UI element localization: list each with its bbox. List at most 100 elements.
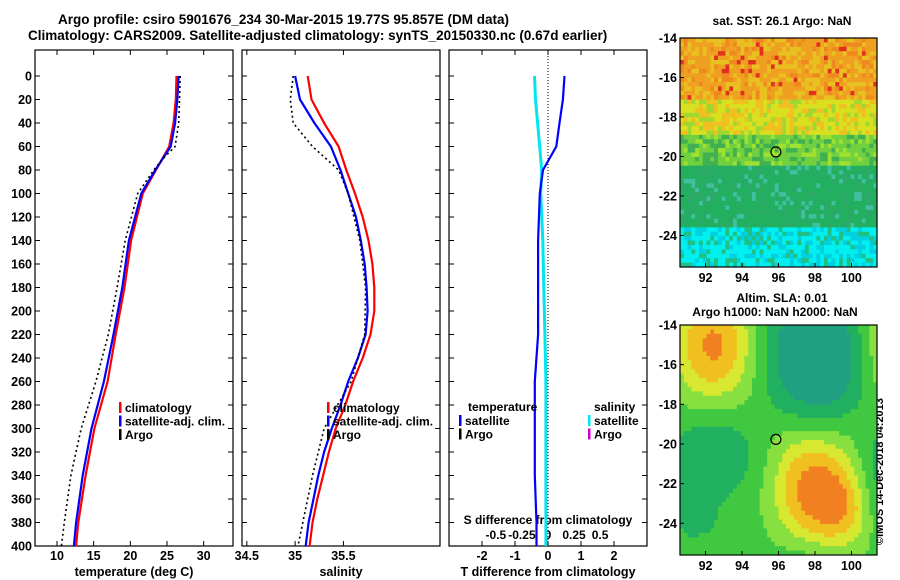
sla-map-cell: [744, 470, 749, 476]
sst-map-cell: [687, 77, 692, 83]
sla-map-cell: [733, 338, 738, 344]
sst-map-cell: [793, 253, 798, 259]
difference-salinity-legend-label: satellite: [594, 414, 639, 428]
salinity-panel-frame: [241, 49, 441, 547]
sla-map-cell: [858, 479, 863, 485]
sla-map-cell: [801, 479, 806, 485]
sla-map-cell: [782, 462, 787, 467]
sla-map-cell: [873, 347, 878, 352]
sst-map-cell: [759, 170, 764, 175]
sla-map-cell: [721, 444, 726, 450]
sst-map-cell: [680, 253, 685, 259]
sla-map-cell: [805, 347, 810, 352]
sst-map-cell: [865, 222, 870, 228]
sst-map-cell: [695, 42, 700, 48]
sst-map-cell: [789, 240, 795, 246]
sla-map-cell: [744, 355, 749, 361]
sla-map-cell: [702, 400, 707, 406]
sst-map-cell: [861, 227, 867, 233]
sla-map-cell: [748, 409, 753, 414]
sst-map-cell: [842, 231, 848, 237]
sla-map-cell: [744, 382, 749, 388]
sla-map-cell: [687, 453, 692, 459]
sst-map-cell: [842, 244, 848, 250]
sst-map-cell: [831, 130, 836, 136]
sst-map-cell: [854, 196, 859, 202]
sla-map-cell: [759, 431, 764, 436]
sst-map-cell: [683, 152, 688, 158]
sst-map-cell: [767, 183, 772, 189]
sla-map-cell: [816, 475, 821, 481]
sst-map-cell: [789, 126, 795, 131]
sst-map-cell: [801, 148, 806, 153]
sst-map-cell: [717, 187, 723, 193]
sla-map-cell: [706, 426, 711, 432]
sst-map-cell: [869, 148, 874, 153]
sst-map-cell: [767, 112, 772, 118]
sst-map-cell: [823, 187, 829, 193]
sst-map-cell: [691, 231, 696, 237]
sst-map-cell: [835, 183, 840, 189]
sst-map-cell: [797, 104, 802, 109]
sst-map-cell: [786, 209, 791, 215]
sst-map-cell: [850, 236, 855, 241]
sst-map-cell: [869, 82, 874, 87]
sla-map-cell: [759, 351, 764, 357]
sla-map-cell: [691, 470, 696, 476]
sst-map-cell: [748, 86, 753, 92]
sst-map-cell: [729, 227, 734, 233]
sst-map-cell: [865, 73, 870, 79]
sst-map-cell: [706, 46, 711, 52]
sst-map-cell: [861, 42, 867, 48]
sst-map-cell: [816, 200, 821, 206]
sst-map-cell: [748, 174, 753, 180]
sst-map-cell: [842, 130, 848, 136]
sst-map-cell: [854, 174, 859, 180]
difference-panel-frame: [448, 49, 648, 547]
sst-map-cell: [816, 117, 821, 123]
sst-map-cell: [774, 104, 779, 109]
sst-map-cell: [698, 134, 704, 140]
sst-map-cell: [805, 156, 810, 162]
sst-map-cell: [827, 148, 832, 153]
sst-map-cell: [797, 192, 802, 197]
sst-map-cell: [714, 134, 719, 140]
sst-map-cell: [729, 249, 734, 255]
sla-map-cell: [831, 373, 836, 379]
sla-map-cell: [861, 373, 867, 379]
sst-map-cell: [717, 161, 723, 167]
sst-map-cell: [816, 73, 821, 79]
sla-map-cell: [774, 484, 779, 490]
sst-map-cell: [736, 214, 742, 219]
sla-map-cell: [698, 338, 704, 344]
sst-map-cell: [808, 165, 813, 171]
sst-map-cell: [823, 156, 829, 162]
sla-map-cell: [778, 462, 783, 467]
sla-map-cell: [695, 475, 700, 481]
sla-map-cell: [767, 325, 772, 330]
sla-map-cell: [869, 462, 874, 467]
sst-map-cell: [793, 139, 798, 145]
sst-map-cell: [873, 139, 878, 145]
sst-map-cell: [797, 196, 802, 202]
sst-map-cell: [680, 99, 685, 105]
sla-map-cell: [714, 457, 719, 463]
sst-map-cell: [691, 90, 696, 96]
sla-map-cell: [869, 426, 874, 432]
sla-map-cell: [858, 413, 863, 419]
sla-map-cell: [812, 347, 817, 352]
sst-map-cell: [793, 196, 798, 202]
sst-map-cell: [854, 192, 859, 197]
sst-map-cell: [858, 192, 863, 197]
sst-map-cell: [789, 178, 795, 184]
sst-map-cell: [869, 130, 874, 136]
sst-map-cell: [786, 240, 791, 246]
sla-map-cell: [801, 404, 806, 410]
sst-map-cell: [854, 156, 859, 162]
sst-map-cell: [733, 55, 738, 61]
sst-map-cell: [774, 117, 779, 123]
sla-map-cell: [850, 409, 855, 414]
sst-map-cell: [710, 236, 715, 241]
sla-map-cell: [717, 369, 723, 375]
sla-map-cell: [786, 422, 791, 428]
